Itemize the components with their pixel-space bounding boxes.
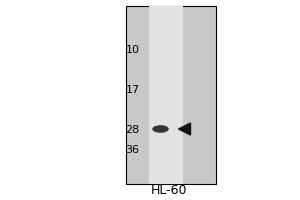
Bar (126, 6, 216, 184)
Ellipse shape (152, 125, 169, 133)
Text: 28: 28 (125, 125, 140, 135)
Text: 17: 17 (125, 85, 140, 95)
Polygon shape (178, 123, 190, 135)
Text: 10: 10 (125, 45, 140, 55)
Bar (148, 6, 183, 184)
Text: 36: 36 (125, 145, 140, 155)
Text: HL-60: HL-60 (151, 184, 188, 196)
